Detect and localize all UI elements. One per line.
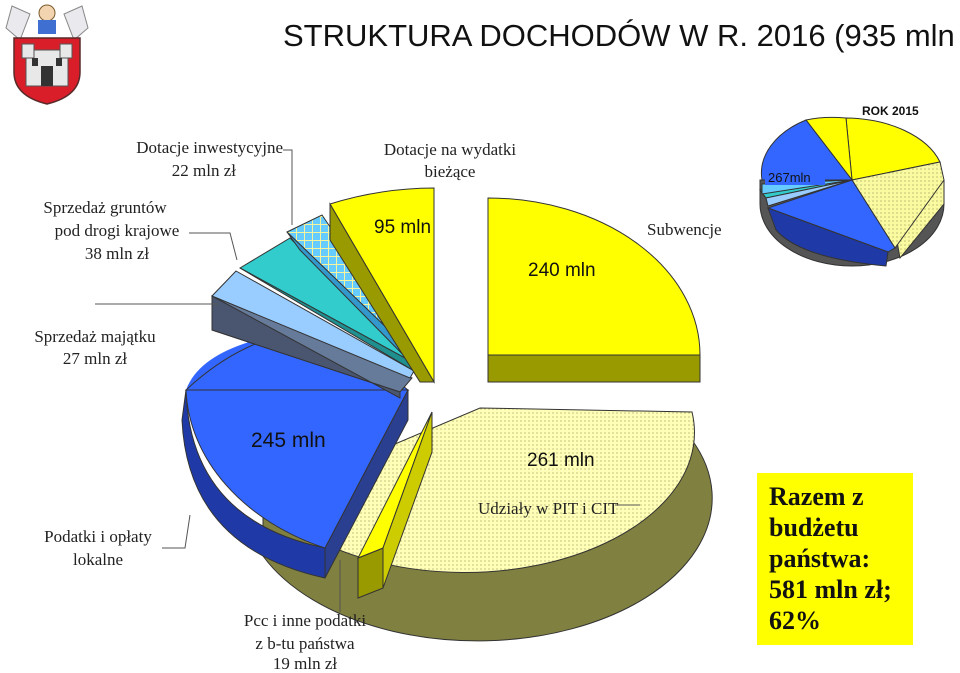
label-subwencje: Subwencje xyxy=(647,220,722,239)
chart-title: STRUKTURA DOCHODÓW W R. 2016 (935 mln zł… xyxy=(283,18,960,53)
value-label-261: 261 mln xyxy=(527,450,595,471)
label-pcc-line3: 19 mln zł xyxy=(273,654,337,673)
value-label-95: 95 mln xyxy=(374,217,431,238)
city-coat-of-arms-logo xyxy=(5,4,89,105)
total-box-line4: 581 mln zł; xyxy=(769,575,892,604)
total-box-line2: budżetu xyxy=(769,513,859,542)
label-podatki-lokalne-line1: Podatki i opłaty xyxy=(44,527,152,546)
label-pcc-line1: Pcc i inne podatki xyxy=(244,611,367,630)
pie-slice-sprzedaz-gruntow xyxy=(211,270,415,379)
label-sprzedaz-majatku-line1: Sprzedaż majątku xyxy=(34,327,156,346)
inset-value-label: 267mln xyxy=(768,170,811,185)
label-sprzedaz-gruntow-line3: 38 mln zł xyxy=(85,244,149,263)
label-podatki-lokalne-line2: lokalne xyxy=(73,550,123,569)
pie-slice-pcc xyxy=(356,411,433,599)
label-sprzedaz-gruntow-line2: pod drogi krajowe xyxy=(55,221,180,240)
main-pie xyxy=(181,187,713,642)
total-box-line1: Razem z xyxy=(769,482,864,511)
inset-title: ROK 2015 xyxy=(862,104,919,118)
value-label-240: 240 mln xyxy=(528,260,596,281)
label-udzialy: Udziały w PIT i CIT xyxy=(478,499,619,518)
inset-pie-2015: ROK 2015 267mln xyxy=(759,98,945,267)
label-dotacje-inwestycyjne-line2: 22 mln zł xyxy=(172,161,236,180)
label-sprzedaz-majatku-line2: 27 mln zł xyxy=(63,349,127,368)
total-box-line5: 62% xyxy=(769,606,821,635)
label-sprzedaz-gruntow-line1: Sprzedaż gruntów xyxy=(43,198,167,217)
pie-slice-sprzedaz-majatku xyxy=(211,295,413,399)
label-dotacje-inwestycyjne-line1: Dotacje inwestycyjne xyxy=(136,138,283,157)
pie-slice-subwencje xyxy=(487,197,701,383)
leader-lines xyxy=(95,149,640,612)
total-state-budget-box: Razem z budżetu państwa: 581 mln zł; 62% xyxy=(757,473,913,645)
value-label-245: 245 mln xyxy=(251,429,326,452)
label-pcc-line2: z b-tu państwa xyxy=(255,634,355,653)
inset-title-box xyxy=(842,98,932,120)
total-box-line3: państwa: xyxy=(769,544,871,573)
pie-slice-dotacje-biezace xyxy=(329,187,435,384)
label-dotacje-biezace-line2: bieżące xyxy=(425,162,476,181)
label-dotacje-biezace-line1: Dotacje na wydatki xyxy=(384,140,516,159)
